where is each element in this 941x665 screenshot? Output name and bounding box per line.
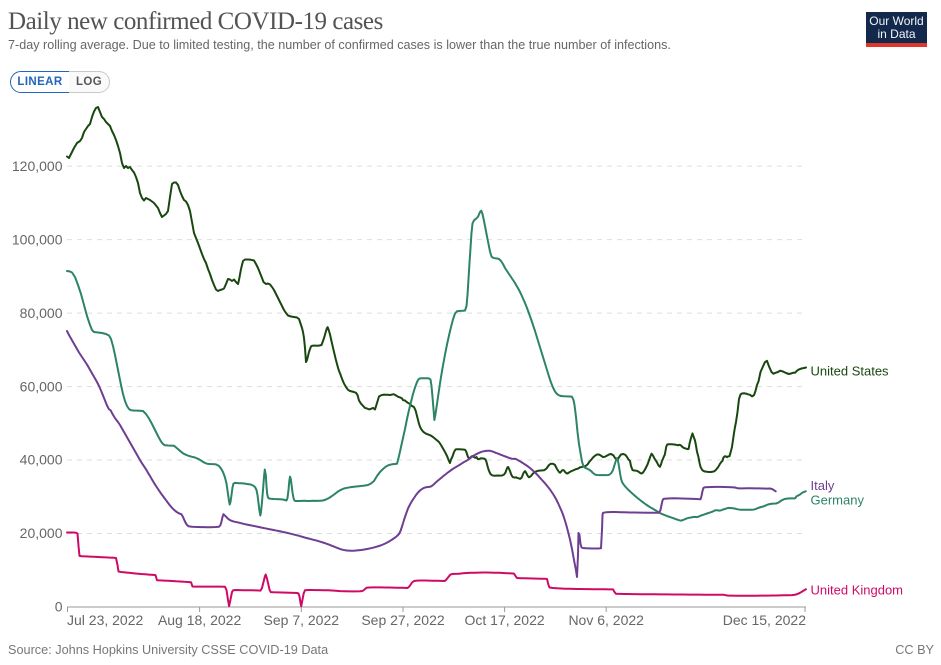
svg-text:60,000: 60,000 <box>20 378 63 394</box>
svg-text:100,000: 100,000 <box>12 231 63 247</box>
svg-text:20,000: 20,000 <box>20 525 63 541</box>
svg-text:Oct 17, 2022: Oct 17, 2022 <box>465 612 545 628</box>
svg-text:Sep 7, 2022: Sep 7, 2022 <box>264 612 340 628</box>
svg-text:Sep 27, 2022: Sep 27, 2022 <box>361 612 445 628</box>
svg-text:40,000: 40,000 <box>20 452 63 468</box>
svg-text:0: 0 <box>55 599 63 615</box>
svg-text:United Kingdom: United Kingdom <box>811 583 904 598</box>
svg-text:Italy: Italy <box>811 478 835 493</box>
svg-text:120,000: 120,000 <box>12 158 63 174</box>
svg-text:80,000: 80,000 <box>20 305 63 321</box>
svg-text:Nov 6, 2022: Nov 6, 2022 <box>568 612 644 628</box>
svg-text:Germany: Germany <box>811 493 865 508</box>
svg-text:United States: United States <box>811 364 890 379</box>
svg-text:Aug 18, 2022: Aug 18, 2022 <box>158 612 242 628</box>
svg-text:Dec 15, 2022: Dec 15, 2022 <box>723 612 806 628</box>
svg-text:Jul 23, 2022: Jul 23, 2022 <box>67 612 143 628</box>
